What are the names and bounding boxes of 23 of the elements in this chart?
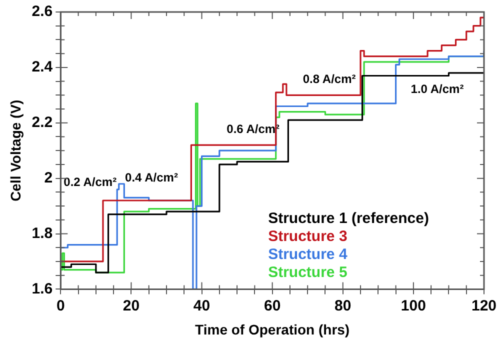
text: Structure 5 [268,264,348,281]
annotation: 0.8 A/cm² [302,72,356,86]
x-tick-label: 40 [193,297,210,314]
x-tick-label: 0 [56,297,65,314]
text: Structure 4 [268,246,348,263]
text: Structure 3 [268,228,348,245]
text: Structure 1 (reference) [268,210,429,227]
y-tick-label: 2.6 [32,3,53,20]
annotation: 0.2 A/cm² [64,174,117,189]
x-tick-label: 80 [334,297,352,314]
x-tick-label: 120 [471,297,497,314]
y-tick-label: 2.4 [32,58,54,76]
x-tick-label: 100 [400,297,426,314]
x-axis-title: Time of Operation (hrs) [195,321,350,338]
annotation: 1.0 A/cm² [410,82,464,96]
y-tick-label: 2 [44,169,53,186]
annotation: 0.4 A/cm² [125,170,178,185]
y-tick-label: 2.2 [32,114,53,132]
x-tick-label: 20 [122,297,140,314]
y-tick-label: 1.8 [32,224,53,242]
y-tick-label: 1.6 [32,280,53,298]
y-axis-title: Cell Voltage (V) [7,100,24,202]
x-tick-label: 60 [264,297,281,314]
